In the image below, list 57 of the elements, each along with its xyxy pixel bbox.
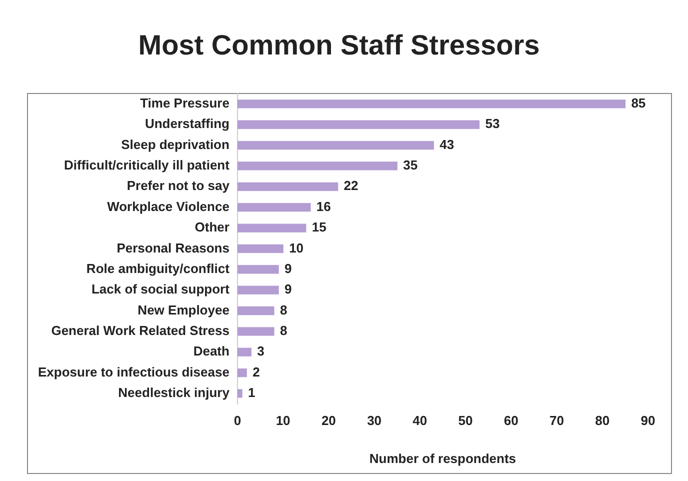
y-tick-label: Personal Reasons — [116, 240, 230, 256]
x-tick-label: 90 — [640, 413, 656, 428]
data-label: 10 — [289, 240, 304, 256]
x-tick-label: 60 — [504, 413, 518, 428]
bar — [237, 182, 338, 191]
data-label: 22 — [344, 178, 358, 194]
bar — [237, 140, 434, 150]
chart-title: Most Common Staff Stressors — [138, 30, 540, 61]
data-label: 8 — [280, 302, 288, 318]
data-label: 43 — [440, 136, 454, 152]
bar — [237, 224, 306, 232]
x-tick-label: 20 — [321, 413, 336, 428]
y-tick-label: Lack of social support — [91, 282, 230, 297]
y-tick-label: New Employee — [138, 302, 230, 318]
data-label: 9 — [284, 282, 292, 297]
data-label: 35 — [403, 158, 418, 173]
y-tick-label: General Work Related Stress — [51, 323, 230, 338]
x-tick-label: 30 — [367, 413, 382, 428]
bar — [237, 368, 247, 378]
bar — [237, 162, 398, 170]
bar — [237, 100, 626, 108]
x-tick-label: 50 — [458, 413, 473, 428]
data-label: 8 — [280, 323, 288, 338]
bar — [237, 120, 480, 129]
y-tick-label: Needlestick injury — [118, 385, 230, 400]
x-tick-label: 0 — [234, 413, 242, 428]
data-label: 85 — [631, 96, 646, 111]
y-tick-label: Sleep deprivation — [121, 136, 230, 152]
bar — [237, 389, 242, 398]
x-tick-label: 80 — [595, 413, 610, 428]
data-label: 16 — [316, 198, 331, 214]
data-label: 15 — [312, 220, 326, 235]
x-tick-label: 40 — [412, 413, 428, 428]
bar — [237, 306, 274, 316]
x-tick-label: 70 — [550, 413, 564, 428]
data-label: 9 — [284, 260, 292, 276]
x-tick-label: 10 — [276, 413, 290, 428]
y-tick-label: Other — [194, 220, 230, 235]
data-label: 3 — [257, 344, 264, 359]
y-tick-label: Workplace Violence — [107, 198, 230, 214]
y-tick-label: Exposure to infectious disease — [38, 364, 230, 380]
bar — [237, 348, 252, 356]
data-label: 1 — [248, 385, 256, 400]
bar — [237, 327, 274, 336]
x-axis-title: Number of respondents — [369, 450, 516, 466]
y-tick-label: Difficult/critically ill patient — [64, 158, 230, 173]
y-tick-label: Role ambiguity/conflict — [86, 260, 230, 276]
bar — [237, 244, 284, 254]
data-label: 2 — [252, 364, 260, 380]
bar — [237, 265, 279, 274]
y-tick-label: Understaffing — [144, 116, 230, 132]
y-tick-label: Prefer not to say — [126, 178, 230, 194]
y-tick-label: Time Pressure — [140, 96, 230, 111]
bar — [237, 203, 311, 212]
bar — [237, 286, 279, 294]
y-tick-label: Death — [193, 344, 230, 359]
data-label: 53 — [485, 116, 500, 132]
